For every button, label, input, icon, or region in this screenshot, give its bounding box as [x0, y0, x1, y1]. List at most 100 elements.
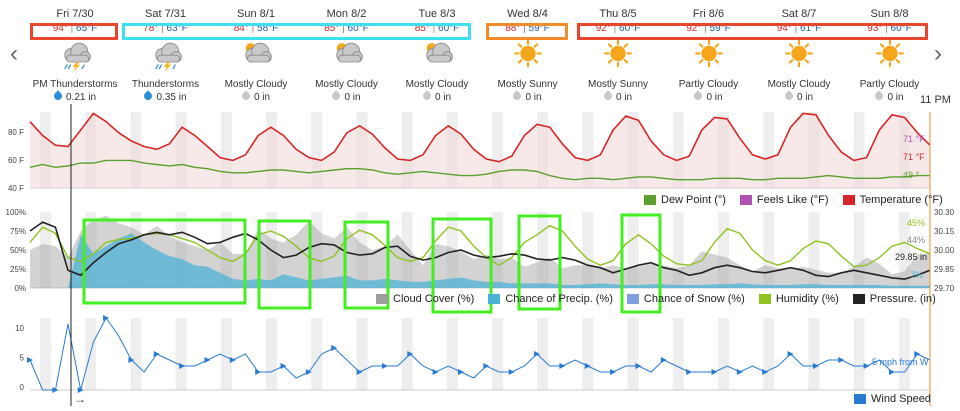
time-label: 11 PM [920, 94, 951, 106]
day-low: 58°F [257, 23, 279, 34]
day-date: Sun 8/1 [237, 8, 275, 20]
night-band [356, 212, 368, 288]
temperature-end-label: 71 °F [903, 152, 925, 162]
thunderstorm-icon [64, 42, 91, 73]
day-condition: Partly Cloudy [859, 79, 920, 90]
legend-item[interactable]: Chance of Precip. (%) [488, 293, 613, 305]
legend-label: Cloud Cover (%) [393, 293, 475, 305]
day-temps: 94° | 65°F [34, 22, 116, 37]
legend-item[interactable]: Cloud Cover (%) [376, 293, 474, 305]
precip-amount: 0.35 in [156, 92, 187, 103]
day-date: Sun 8/8 [870, 8, 909, 20]
wind-direction-marker [787, 351, 794, 357]
legend-item[interactable]: Humidity (%) [758, 293, 839, 305]
wind-direction-marker [559, 363, 566, 369]
day-column[interactable]: Sun 8/1 84° | 58°F Mostly Cloudy 0 in [211, 8, 301, 104]
day-low: 60°F [438, 23, 460, 34]
sunny-icon [694, 39, 723, 68]
day-high: 85° [324, 23, 340, 34]
night-band [401, 318, 413, 390]
precip-end-label: 7% [910, 270, 923, 280]
legend-swatch [852, 294, 865, 304]
temp-separator: | [882, 23, 891, 34]
highlight-box-green [431, 217, 493, 314]
day-condition: Partly Cloudy [678, 79, 739, 90]
wind-ytick: 5 [20, 354, 25, 363]
day-temps: 93° | 60°F [849, 22, 931, 37]
day-low: 61°F [800, 23, 822, 34]
day-column[interactable]: Sun 8/8 93° | 60°F Partly Cloudy 0 in [845, 8, 935, 104]
wind-direction-marker [77, 387, 84, 393]
day-column[interactable]: Sat 7/31 78° | 63°F Thunderstorms 0.35 in [121, 8, 211, 104]
legend-swatch [842, 195, 855, 205]
precip-amount: 0 in [525, 92, 542, 103]
day-precip: 0.21 in [30, 90, 120, 104]
legend-atmosphere: Cloud Cover (%) Chance of Precip. (%) Chan… [362, 293, 936, 305]
precip-amount: 0 in [887, 92, 904, 103]
night-band [537, 212, 549, 288]
sunny-icon [604, 39, 632, 68]
day-date: Sat 7/31 [145, 8, 186, 20]
temp-ytick: 40 F [8, 184, 24, 193]
wind-direction-marker [331, 345, 338, 351]
day-column[interactable]: Wed 8/4 88° | 59°F Mostly Sunny 0 in [483, 8, 573, 104]
night-band [627, 212, 639, 288]
night-band [853, 318, 865, 390]
pressure-ytick: 29.70 [934, 284, 955, 293]
day-condition: Mostly Cloudy [767, 79, 831, 90]
legend-item[interactable]: Temperature (°F) [842, 194, 943, 206]
night-band [401, 212, 413, 288]
legend-item[interactable]: Wind Speed [854, 393, 931, 405]
next-arrow[interactable]: › [934, 40, 942, 67]
day-column[interactable]: Fri 8/6 92° | 59°F Partly Cloudy 0 in [664, 8, 754, 104]
wind-direction-marker [863, 363, 870, 369]
partly-cloudy-icon [245, 42, 272, 63]
partly-cloudy-icon [335, 42, 363, 63]
legend-label: Feels Like (°F) [756, 194, 829, 206]
day-column[interactable]: Mon 8/2 85° | 60°F Mostly Cloudy 0 in [302, 8, 392, 104]
night-band [40, 212, 51, 288]
temperature-line [29, 112, 931, 163]
night-band [175, 318, 187, 390]
temp-separator: | [67, 23, 77, 34]
day-column[interactable]: Fri 7/30 94° | 65°F PM Thunderstorms 0.21 i… [30, 8, 120, 104]
night-band [718, 212, 729, 288]
day-high: 93° [867, 23, 883, 34]
legend-item[interactable]: Dew Point (°) [644, 194, 726, 206]
legend-item[interactable]: Feels Like (°F) [739, 194, 829, 206]
temp-separator: | [339, 23, 348, 34]
night-band [718, 318, 729, 390]
legend-swatch [626, 294, 639, 304]
pressure-end-label: 29.85 in [895, 252, 927, 262]
night-band [898, 318, 910, 390]
highlight-box-days7-10 [577, 23, 928, 40]
precip-amount: 0 in [344, 92, 361, 103]
night-band [130, 318, 142, 390]
wind-direction-marker [736, 369, 743, 375]
night-band [898, 212, 910, 288]
time-arrow: → [74, 392, 86, 406]
highlight-box-green [257, 219, 312, 310]
highlight-box-day1 [30, 23, 118, 40]
legend-swatch [488, 294, 501, 304]
night-band [220, 212, 232, 288]
sunny-icon [785, 39, 813, 68]
sunny-icon [513, 39, 542, 68]
percent-ytick: 25% [10, 265, 26, 274]
day-column[interactable]: Tue 8/3 85° | 60°F Mostly Cloudy 0 in [392, 8, 482, 104]
prev-arrow[interactable]: ‹ [10, 40, 18, 67]
day-high: 94° [52, 23, 68, 34]
day-date: Fri 8/6 [692, 8, 725, 20]
legend-label: Dew Point (°) [661, 194, 726, 206]
night-band [266, 318, 277, 390]
dew-point-line [29, 159, 930, 181]
legend-item[interactable]: Chance of Snow (%) [626, 293, 745, 305]
day-column[interactable]: Thu 8/5 92° | 60°F Mostly Sunny 0 in [573, 8, 663, 104]
legend-label: Chance of Precip. (%) [505, 293, 613, 305]
pressure-ytick: 30.00 [934, 246, 955, 255]
legend-swatch [854, 394, 866, 404]
humidity-end-label: 45% [907, 218, 925, 228]
day-column[interactable]: Sat 8/7 94° | 61°F Mostly Cloudy 0 in [754, 8, 844, 104]
legend-item[interactable]: Pressure. (in) [852, 293, 936, 305]
